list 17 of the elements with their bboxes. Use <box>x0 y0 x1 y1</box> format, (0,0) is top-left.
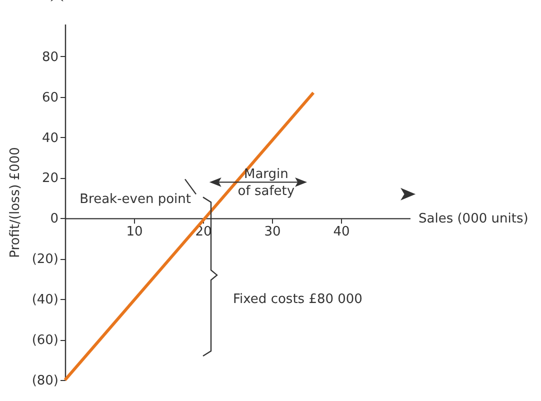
y-tick-label: 60 <box>42 90 58 106</box>
annotation: Break-even point <box>80 192 191 208</box>
y-tick-label: (80) <box>32 374 58 388</box>
x-tick-label: 30 <box>264 224 281 240</box>
y-tick-label: (40) <box>32 292 58 308</box>
y-tick-label: (20) <box>32 252 58 268</box>
annotation: Margin of safety <box>238 167 295 200</box>
y-tick-label: 80 <box>42 50 58 65</box>
x-tick-label: 10 <box>126 224 143 240</box>
y-tick-label: 20 <box>42 171 58 186</box>
y-axis-title: Profit/(loss) £000 <box>8 147 23 258</box>
y-tick-label: 40 <box>42 130 58 146</box>
x-axis-title: Sales (000 units) <box>418 212 528 227</box>
annotation: Fixed costs £80 000 <box>233 292 362 308</box>
y-tick-label: (60) <box>32 333 58 348</box>
x-tick-label: 40 <box>333 224 350 240</box>
y-tick-label: 0 <box>50 212 58 227</box>
